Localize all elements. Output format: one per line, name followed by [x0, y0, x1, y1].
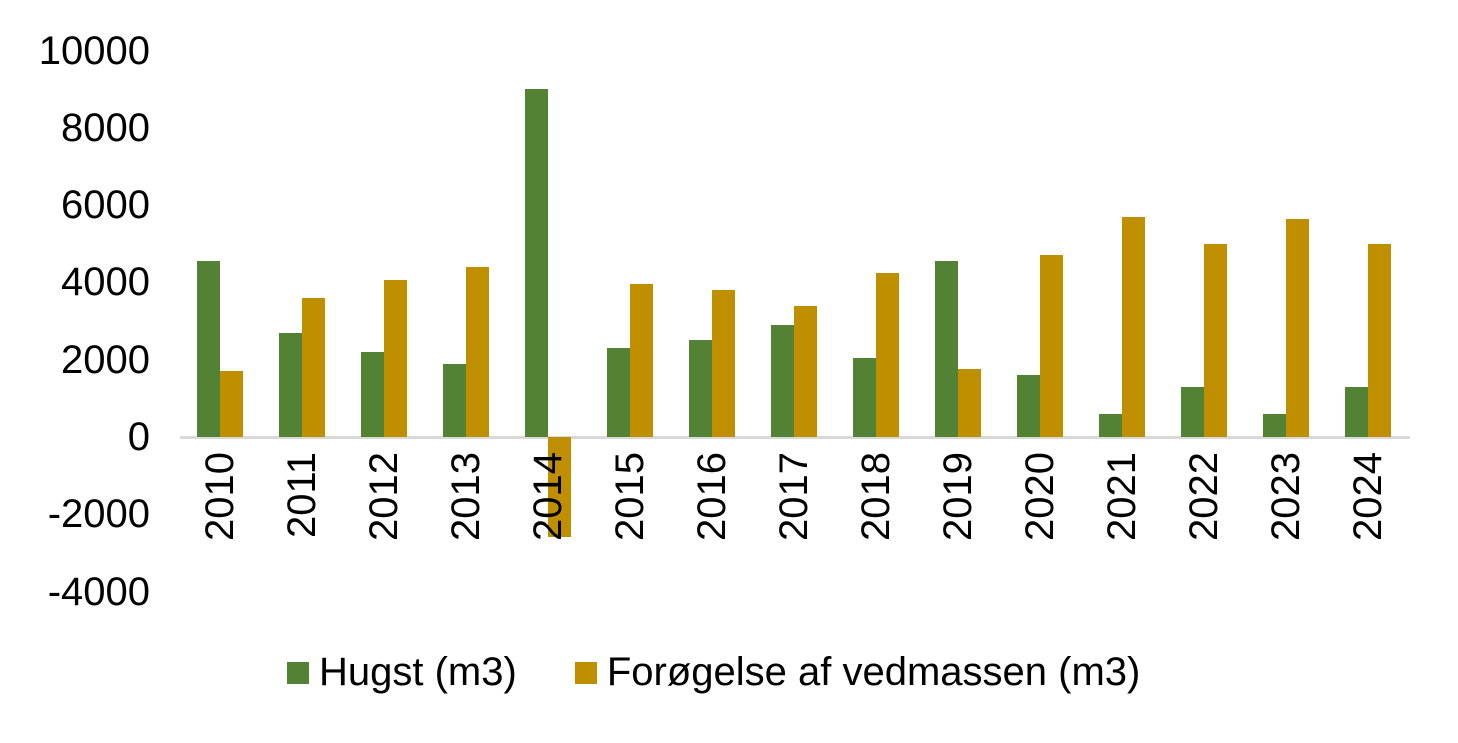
- x-axis-label-2023: 2023: [1264, 452, 1308, 541]
- y-axis-tick-label: 0: [127, 415, 150, 459]
- bar-foroegelse-2016: [712, 290, 735, 437]
- legend-item-hugst: Hugst (m3): [287, 650, 517, 695]
- legend: Hugst (m3) Forøgelse af vedmassen (m3): [287, 650, 1140, 695]
- x-axis-label-2013: 2013: [444, 452, 488, 541]
- bar-hugst-2024: [1345, 387, 1368, 437]
- bar-hugst-2023: [1263, 414, 1286, 437]
- bar-foroegelse-2021: [1122, 217, 1145, 437]
- bar-foroegelse-2014: [548, 437, 571, 537]
- bar-hugst-2021: [1099, 414, 1122, 437]
- bar-hugst-2014: [525, 89, 548, 437]
- legend-swatch-foroegelse: [574, 661, 597, 684]
- bar-hugst-2012: [361, 352, 384, 437]
- bar-hugst-2013: [443, 364, 466, 437]
- legend-label-foroegelse: Forøgelse af vedmassen (m3): [606, 650, 1141, 694]
- bar-foroegelse-2017: [794, 306, 817, 437]
- y-axis-tick-label: 8000: [61, 106, 150, 150]
- bar-hugst-2022: [1181, 387, 1204, 437]
- x-axis-label-2024: 2024: [1346, 452, 1390, 541]
- x-axis-label-2017: 2017: [772, 452, 816, 541]
- x-axis-label-2012: 2012: [362, 452, 406, 541]
- legend-swatch-hugst: [287, 661, 309, 684]
- y-axis-tick-label: 4000: [61, 260, 150, 304]
- x-axis-label-2020: 2020: [1018, 452, 1062, 541]
- y-axis-tick-label: 10000: [38, 29, 150, 73]
- y-axis-tick-label: 2000: [61, 338, 150, 382]
- x-axis-line: [180, 436, 1410, 439]
- bar-hugst-2019: [935, 261, 958, 437]
- x-axis-label-2018: 2018: [854, 452, 898, 541]
- y-axis-tick-label: -4000: [47, 570, 150, 614]
- x-axis-label-2019: 2019: [936, 452, 980, 541]
- x-axis-label-2022: 2022: [1182, 452, 1226, 541]
- bar-foroegelse-2019: [958, 369, 981, 437]
- bar-foroegelse-2023: [1286, 219, 1309, 437]
- bar-hugst-2011: [279, 333, 302, 437]
- bar-hugst-2015: [607, 348, 630, 437]
- bar-foroegelse-2011: [302, 298, 325, 437]
- bar-foroegelse-2013: [466, 267, 489, 437]
- x-axis-label-2021: 2021: [1100, 452, 1144, 541]
- bar-foroegelse-2010: [220, 371, 243, 437]
- bar-foroegelse-2022: [1204, 244, 1227, 437]
- legend-label-hugst: Hugst (m3): [319, 650, 517, 694]
- bar-hugst-2010: [197, 261, 220, 437]
- x-axis-label-2014: 2014: [526, 452, 570, 541]
- bar-foroegelse-2024: [1368, 244, 1391, 437]
- legend-item-foroegelse: Forøgelse af vedmassen (m3): [574, 650, 1141, 695]
- bar-hugst-2016: [689, 340, 712, 437]
- x-axis-label-2015: 2015: [608, 452, 652, 541]
- bar-hugst-2017: [771, 325, 794, 437]
- bar-foroegelse-2015: [630, 284, 653, 437]
- y-axis-tick-label: 6000: [61, 183, 150, 227]
- x-axis-label-2011: 2011: [280, 452, 324, 539]
- y-axis-tick-label: -2000: [47, 492, 150, 536]
- x-axis-label-2010: 2010: [198, 452, 242, 541]
- bar-hugst-2020: [1017, 375, 1040, 437]
- bar-foroegelse-2020: [1040, 255, 1063, 437]
- bar-hugst-2018: [853, 358, 876, 437]
- x-axis-label-2016: 2016: [690, 452, 734, 541]
- bar-foroegelse-2018: [876, 273, 899, 437]
- bar-foroegelse-2012: [384, 280, 407, 437]
